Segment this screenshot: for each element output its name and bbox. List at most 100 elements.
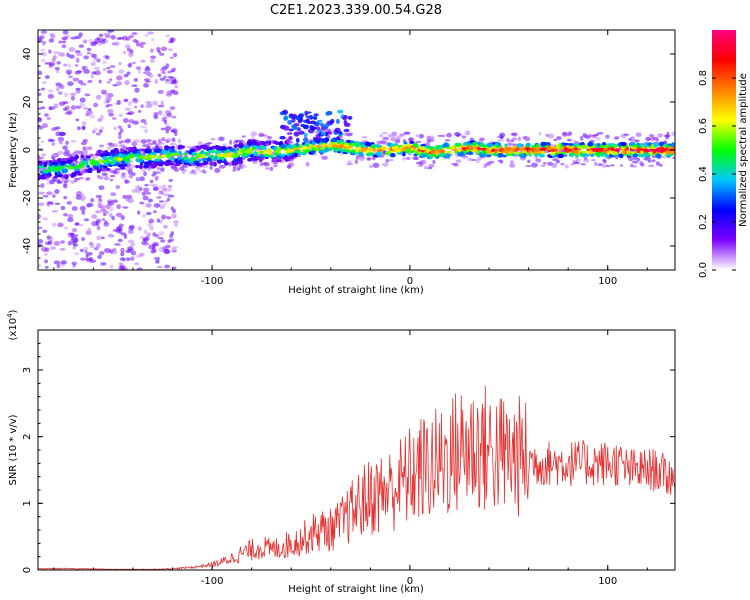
spectrogram-cell	[632, 153, 639, 158]
spectrogram-cell	[381, 162, 389, 167]
spectrogram-cell	[128, 149, 135, 153]
spectrogram-cell	[570, 149, 576, 154]
colorbar-label: Normalized spectral amplitude	[738, 73, 749, 227]
spectrogram-cell	[461, 135, 467, 139]
spectrogram-cell	[118, 164, 122, 167]
spectrogram-cell	[109, 178, 114, 182]
spectrogram-cell	[593, 161, 598, 167]
spectrogram-cell	[83, 107, 89, 110]
spectrogram-cell	[559, 144, 564, 148]
spectrogram-cell	[125, 194, 133, 199]
spectrogram-cell	[337, 109, 344, 114]
spectrogram-cell	[122, 35, 128, 41]
spectrogram-cell	[124, 44, 131, 49]
spectrogram-cell	[525, 164, 532, 167]
spectrogram-cell	[163, 75, 167, 79]
spectrogram-cell	[109, 174, 116, 178]
spectrogram-cell	[76, 126, 81, 131]
spectrogram-cell	[361, 135, 368, 139]
spectrogram-cell	[265, 149, 270, 153]
spectrogram-cell	[403, 132, 411, 135]
spectrogram-cell	[99, 150, 106, 154]
spectrogram-cell	[321, 138, 326, 143]
spectrogram-cell	[157, 50, 161, 54]
spectrogram-cell	[232, 168, 237, 172]
spectrogram-cell	[268, 149, 273, 153]
spectrogram-cell	[133, 105, 138, 109]
spectrogram-cell	[80, 141, 87, 146]
spectrogram-cell	[215, 149, 219, 155]
spectrogram-cell	[123, 266, 128, 270]
spectrogram-cell	[414, 156, 419, 161]
spectrogram-cell	[265, 167, 270, 170]
spectrogram-cell	[171, 128, 178, 134]
spectrogram-cell	[149, 179, 154, 183]
spectrogram-cell	[167, 185, 173, 188]
spectrogram-cell	[114, 243, 121, 246]
spectrogram-cell	[597, 131, 604, 135]
spectrogram-cell	[75, 222, 80, 226]
spectrogram-cell	[75, 118, 80, 122]
spectrogram-cell	[366, 158, 371, 161]
y-tick-label: -40	[22, 238, 33, 254]
spectrogram-cell	[298, 144, 303, 149]
spectrogram-cell	[85, 177, 91, 181]
spectrogram-cell	[240, 164, 247, 169]
spectrogram-cell	[354, 158, 359, 165]
spectrogram-cell	[223, 152, 227, 156]
spectrogram-cell	[42, 229, 48, 233]
spectrogram-cell	[197, 153, 204, 158]
spectrogram-cell	[381, 145, 387, 151]
spectrogram-cell	[162, 184, 167, 188]
spectrogram-cell	[98, 144, 105, 148]
spectrogram-cell	[67, 165, 74, 170]
y-tick-label: 3	[22, 367, 33, 373]
spectrogram-cell	[247, 157, 253, 162]
spectrogram-cell	[142, 237, 146, 242]
spectrogram-cell	[65, 69, 73, 75]
spectrogram-cell	[381, 132, 389, 135]
spectrogram-cell	[671, 142, 675, 148]
spectrogram-cell	[107, 146, 111, 150]
spectrogram-cell	[201, 157, 207, 162]
spectrogram-cell	[169, 90, 176, 94]
spectrogram-cell	[570, 163, 576, 166]
spectrogram-cell	[70, 36, 77, 40]
spectrogram-cell	[415, 134, 420, 138]
spectrogram-cell	[574, 156, 579, 160]
spectrogram-cell	[68, 54, 75, 59]
spectrogram-cell	[78, 44, 85, 48]
spectrogram-cell	[378, 140, 385, 144]
spectrogram-cell	[596, 143, 601, 146]
spectrogram-cell	[209, 161, 215, 166]
spectrogram-cell	[102, 67, 107, 72]
spectrogram-cell	[73, 168, 79, 172]
spectrogram-cell	[251, 157, 257, 161]
spectrogram-cell	[334, 127, 341, 133]
spectrogram-cell	[157, 138, 162, 144]
spectrogram-cell	[142, 195, 149, 201]
spectrogram-cell	[97, 43, 103, 46]
spectrogram-cell	[158, 231, 165, 236]
spectrogram-cell	[517, 136, 521, 142]
spectrogram-cell	[360, 147, 366, 152]
spectrogram-cell	[135, 177, 140, 182]
spectrogram-cell	[405, 143, 411, 147]
spectrogram-cell	[80, 154, 85, 159]
spectrogram-cell	[304, 142, 310, 147]
snr-y-axis-label: SNR (10 * v/v)	[8, 414, 19, 485]
spectrogram-cell	[54, 126, 61, 130]
spectrogram-cell	[343, 114, 348, 119]
spectrogram-cell	[635, 132, 642, 137]
spectrogram-cell	[174, 158, 179, 164]
spectrogram-cell	[164, 81, 171, 85]
spectrogram-cell	[106, 80, 111, 84]
spectrogram-cell	[158, 189, 162, 195]
spectrogram-cell	[68, 63, 72, 69]
spectrogram-cell	[149, 224, 154, 229]
spectrogram-cell	[116, 99, 121, 105]
spectrogram-cell	[594, 148, 600, 153]
spectrogram-cell	[276, 159, 282, 163]
spectrogram-cell	[146, 138, 152, 142]
spectrogram-cell	[671, 131, 675, 137]
